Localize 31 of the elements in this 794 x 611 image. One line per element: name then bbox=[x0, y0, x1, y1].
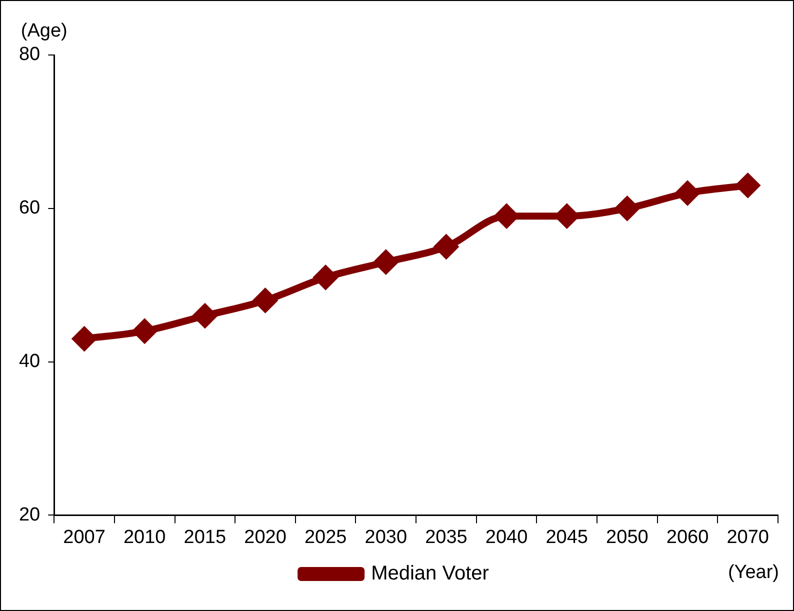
x-tick-label: 2050 bbox=[606, 526, 648, 548]
x-tick-label: 2030 bbox=[364, 526, 408, 548]
point bbox=[254, 288, 277, 312]
y-axis-title: (Age) bbox=[20, 20, 68, 42]
y-tick-label: 60 bbox=[18, 198, 40, 219]
x-tick-label: 2040 bbox=[485, 526, 528, 548]
point bbox=[133, 320, 156, 343]
point bbox=[434, 235, 458, 258]
point bbox=[736, 174, 760, 197]
y-tick-label: 80 bbox=[18, 44, 40, 66]
point bbox=[616, 196, 639, 220]
x-axis-title: (Year) bbox=[728, 562, 779, 584]
x-tick-label: 2025 bbox=[304, 526, 347, 548]
x-tick-label: 2045 bbox=[546, 526, 588, 548]
x-tick-label: 2010 bbox=[123, 526, 166, 548]
point bbox=[555, 204, 578, 228]
y-tick-label: 40 bbox=[18, 351, 40, 372]
y-tick-label: 20 bbox=[18, 504, 40, 526]
point bbox=[495, 204, 518, 228]
x-tick-label: 2020 bbox=[244, 526, 286, 548]
legend-label: Median Voter bbox=[371, 562, 490, 585]
x-tick-label: 2035 bbox=[425, 526, 468, 548]
point bbox=[193, 304, 216, 328]
x-tick-label: 2015 bbox=[184, 526, 226, 548]
x-tick-label: 2007 bbox=[63, 526, 106, 548]
x-tick-label: 2060 bbox=[666, 526, 709, 548]
x-tick-label: 2070 bbox=[726, 526, 769, 548]
point bbox=[374, 250, 398, 274]
point bbox=[676, 182, 700, 205]
point bbox=[314, 266, 338, 289]
point bbox=[72, 327, 96, 350]
